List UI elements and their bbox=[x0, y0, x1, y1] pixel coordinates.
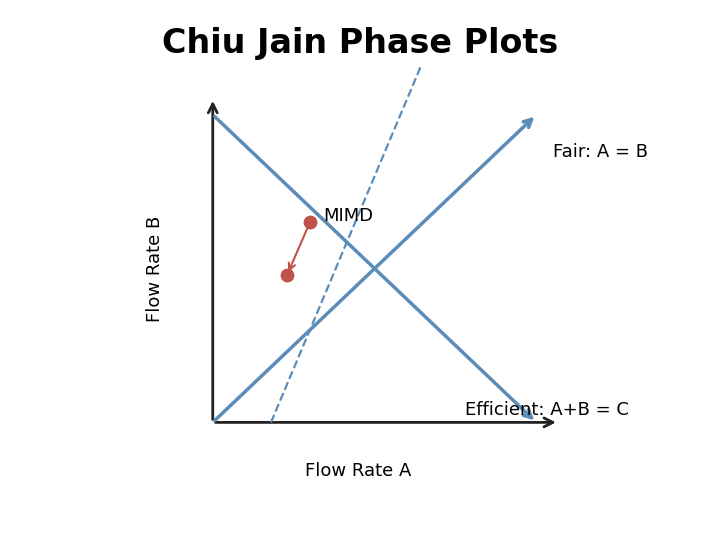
Text: Flow Rate A: Flow Rate A bbox=[305, 462, 412, 481]
Text: Efficient: A+B = C: Efficient: A+B = C bbox=[465, 401, 629, 419]
Text: Flow Rate B: Flow Rate B bbox=[145, 215, 163, 322]
Text: MIMD: MIMD bbox=[323, 207, 373, 225]
Text: Chiu Jain Phase Plots: Chiu Jain Phase Plots bbox=[162, 27, 558, 60]
Text: Fair: A = B: Fair: A = B bbox=[552, 143, 647, 160]
